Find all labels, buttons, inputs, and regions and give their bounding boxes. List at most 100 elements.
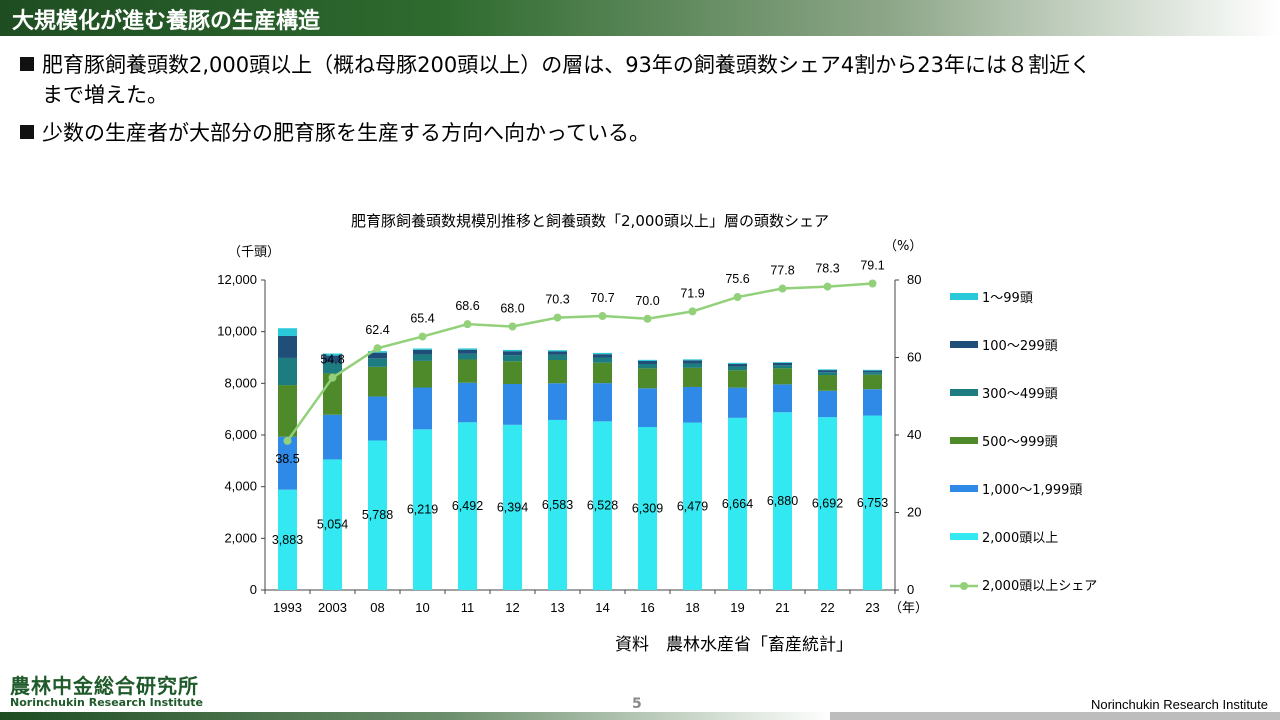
bar-segment — [773, 384, 792, 413]
bar-segment — [863, 369, 882, 371]
bar-segment — [728, 417, 747, 590]
bar-value-label: 6,528 — [587, 499, 618, 513]
bar-segment — [818, 375, 837, 391]
bar-segment — [683, 367, 702, 387]
x-tick-label: 19 — [730, 600, 744, 615]
bar-segment — [773, 362, 792, 366]
share-point — [643, 314, 652, 323]
bar-segment — [638, 363, 657, 369]
slide-title: 大規模化が進む養豚の生産構造 — [12, 9, 321, 34]
bar-segment — [773, 412, 792, 590]
bar-segment — [638, 359, 657, 361]
chart-title: 肥育豚飼養頭数規模別推移と飼養頭数「2,000頭以上」層の頭数シェア — [351, 212, 829, 230]
bar-segment — [548, 419, 567, 590]
bar-value-label: 6,753 — [857, 496, 888, 510]
bar-segment — [593, 421, 612, 590]
share-value-label: 71.9 — [680, 286, 704, 300]
bullet-square-icon — [20, 125, 34, 139]
bar-segment — [458, 359, 477, 383]
share-point — [508, 322, 517, 331]
bar-value-label: 6,692 — [812, 497, 843, 511]
share-point — [778, 284, 787, 293]
bar-segment — [503, 349, 522, 352]
x-tick-label: 23 — [865, 600, 879, 615]
bullet-1-line1: 肥育豚飼養頭数2,000頭以上（概ね母豚200頭以上）の層は、93年の飼養頭数シ… — [42, 53, 1092, 77]
bar-value-label: 3,883 — [272, 533, 303, 547]
bar-value-label: 5,054 — [317, 518, 348, 532]
x-tick-label: 18 — [685, 600, 699, 615]
bar-segment — [413, 360, 432, 388]
bar-segment — [863, 374, 882, 390]
share-point — [328, 373, 337, 382]
bar-segment — [593, 352, 612, 355]
x-tick-label: 16 — [640, 600, 654, 615]
bar-segment — [638, 368, 657, 389]
bar-segment — [323, 362, 342, 374]
bar-segment — [683, 386, 702, 423]
bar-segment — [818, 417, 837, 590]
x-tick-label: 2003 — [318, 600, 347, 615]
y-tick-label-left: 6,000 — [224, 427, 257, 442]
share-point — [598, 312, 607, 321]
x-axis-unit: （年） — [889, 601, 928, 616]
legend-label: 1,000～1,999頭 — [982, 483, 1082, 498]
y-tick-label-left: 12,000 — [217, 272, 257, 287]
share-value-label: 70.7 — [590, 291, 614, 305]
bar-segment — [773, 368, 792, 385]
share-point — [553, 313, 562, 322]
bar-segment — [548, 383, 567, 420]
bar-segment — [818, 372, 837, 376]
share-value-label: 62.4 — [365, 323, 389, 337]
x-tick-label: 08 — [370, 600, 384, 615]
share-value-label: 54.8 — [320, 353, 344, 367]
legend-swatch — [950, 437, 978, 444]
y-tick-label-left: 4,000 — [224, 479, 257, 494]
share-point — [823, 282, 832, 291]
bar-segment — [413, 349, 432, 355]
bar-value-label: 6,492 — [452, 499, 483, 513]
bar-segment — [863, 415, 882, 590]
bar-segment — [413, 429, 432, 590]
bar-value-label: 5,788 — [362, 508, 393, 522]
bar-segment — [638, 427, 657, 590]
y-tick-label-right: 20 — [907, 505, 921, 520]
bar-segment — [278, 357, 297, 386]
bar-value-label: 6,219 — [407, 503, 438, 517]
legend-label: 1～99頭 — [982, 291, 1033, 306]
x-tick-label: 12 — [505, 600, 519, 615]
bar-segment — [458, 349, 477, 354]
bar-segment — [863, 372, 882, 375]
bar-segment — [548, 350, 567, 352]
bar-segment — [413, 348, 432, 350]
bar-segment — [503, 351, 522, 356]
legend-line-marker — [960, 582, 968, 590]
y-axis-unit-left: （千頭） — [228, 245, 280, 260]
legend-swatch — [950, 485, 978, 492]
bar-segment — [593, 357, 612, 363]
bar-segment — [683, 363, 702, 368]
bar-segment — [728, 362, 747, 364]
bar-segment — [413, 354, 432, 361]
bar-segment — [458, 382, 477, 423]
legend-swatch — [950, 533, 978, 540]
logo-jp: 農林中金総合研究所 — [10, 674, 199, 698]
bullet-1-line2: まで増えた。 — [42, 83, 168, 107]
share-point — [418, 332, 427, 341]
share-value-label: 70.0 — [635, 294, 659, 308]
legend-label: 500～999頭 — [982, 435, 1058, 450]
legend-swatch — [950, 389, 978, 396]
logo: 農林中金総合研究所 Norinchukin Research Institute — [10, 675, 203, 709]
share-point — [868, 279, 877, 288]
bar-segment — [593, 362, 612, 384]
x-tick-label: 11 — [461, 600, 475, 615]
share-value-label: 70.3 — [545, 293, 569, 307]
page-number: 5 — [632, 696, 642, 712]
bar-segment — [503, 424, 522, 590]
footer-institute: Norinchukin Research Institute — [1090, 697, 1268, 712]
bar-segment — [548, 360, 567, 384]
share-value-label: 68.6 — [455, 299, 479, 313]
bar-segment — [458, 353, 477, 360]
bullet-2-text: 少数の生産者が大部分の肥育豚を生産する方向へ向かっている。 — [42, 121, 650, 145]
bar-segment — [683, 422, 702, 590]
bar-segment — [728, 370, 747, 388]
